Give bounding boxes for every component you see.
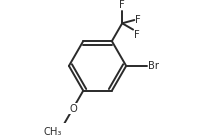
Text: CH₃: CH₃: [44, 127, 62, 137]
Text: O: O: [69, 104, 77, 114]
Text: F: F: [119, 0, 125, 10]
Text: Br: Br: [148, 61, 159, 71]
Text: F: F: [135, 15, 141, 25]
Text: F: F: [134, 30, 140, 40]
